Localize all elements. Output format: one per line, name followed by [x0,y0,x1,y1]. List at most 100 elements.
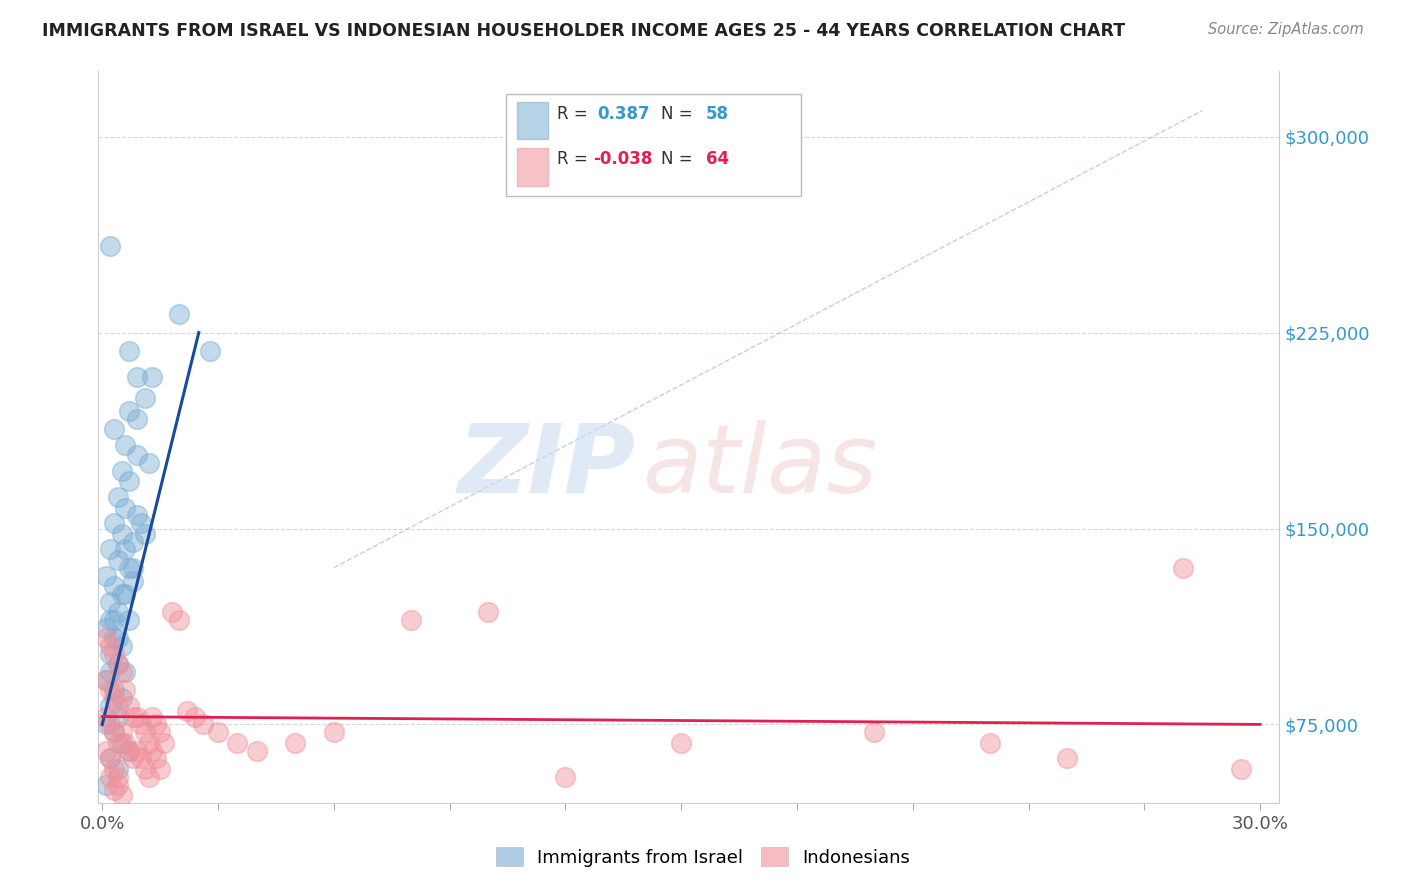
Point [191,717,214,731]
Point [98,647,121,661]
Point [284,736,307,750]
Point [114,665,136,680]
Point [107,699,129,714]
Point [103,691,125,706]
Point [122,574,145,588]
Point [94,717,117,731]
Point [103,725,125,739]
Text: R =: R = [557,105,593,123]
Point [98,770,121,784]
Point [671,736,693,750]
Point [103,632,125,646]
Point [103,782,125,797]
Point [145,717,167,731]
Point [94,709,117,723]
Point [184,709,207,723]
Point [1171,560,1194,574]
Point [145,751,167,765]
Point [141,743,163,757]
Point [107,762,129,776]
Point [98,683,121,698]
Point [94,632,117,646]
Point [554,770,576,784]
Point [98,717,121,731]
Point [118,343,141,358]
Point [94,743,117,757]
Point [110,725,132,739]
Point [110,665,132,680]
Point [149,725,172,739]
Point [125,743,148,757]
Point [122,560,145,574]
Text: N =: N = [661,150,697,168]
Point [138,736,160,750]
Point [98,639,121,653]
Text: 64: 64 [706,150,728,168]
Point [94,777,117,792]
Point [110,639,132,653]
Text: atlas: atlas [641,420,877,513]
Point [103,762,125,776]
Point [200,343,222,358]
Point [1230,762,1253,776]
Point [141,370,163,384]
Point [118,699,141,714]
Point [98,665,121,680]
Point [141,709,163,723]
Point [114,587,136,601]
Point [118,743,141,757]
Point [114,736,136,750]
Point [477,605,499,619]
Point [122,751,145,765]
Text: -0.038: -0.038 [593,150,652,168]
Point [98,239,121,253]
Point [149,762,172,776]
Point [98,699,121,714]
Point [107,553,129,567]
Point [114,542,136,557]
Point [129,516,152,531]
Point [114,683,136,698]
Text: 58: 58 [706,105,728,123]
Point [94,673,117,687]
Point [125,508,148,523]
Point [125,411,148,425]
Point [122,534,145,549]
Point [399,613,422,627]
Point [153,736,176,750]
Point [1056,751,1078,765]
Point [103,725,125,739]
Point [129,751,152,765]
Point [107,632,129,646]
Text: Source: ZipAtlas.com: Source: ZipAtlas.com [1208,22,1364,37]
Point [110,691,132,706]
Point [94,621,117,635]
Point [98,613,121,627]
Point [103,683,125,698]
Text: 0.387: 0.387 [598,105,650,123]
Point [94,673,117,687]
Point [246,743,269,757]
Point [129,717,152,731]
Point [110,587,132,601]
Point [103,516,125,531]
Point [118,404,141,418]
Point [103,613,125,627]
Point [114,500,136,515]
Point [169,307,191,321]
Point [134,526,156,541]
Text: R =: R = [557,150,593,168]
Point [138,770,160,784]
Point [110,788,132,802]
Point [125,709,148,723]
Text: N =: N = [661,105,697,123]
Point [110,464,132,478]
Point [110,526,132,541]
Point [138,456,160,470]
Point [134,391,156,405]
Point [134,725,156,739]
Point [107,770,129,784]
Text: IMMIGRANTS FROM ISRAEL VS INDONESIAN HOUSEHOLDER INCOME AGES 25 - 44 YEARS CORRE: IMMIGRANTS FROM ISRAEL VS INDONESIAN HOU… [42,22,1125,40]
Point [125,370,148,384]
Point [118,475,141,489]
